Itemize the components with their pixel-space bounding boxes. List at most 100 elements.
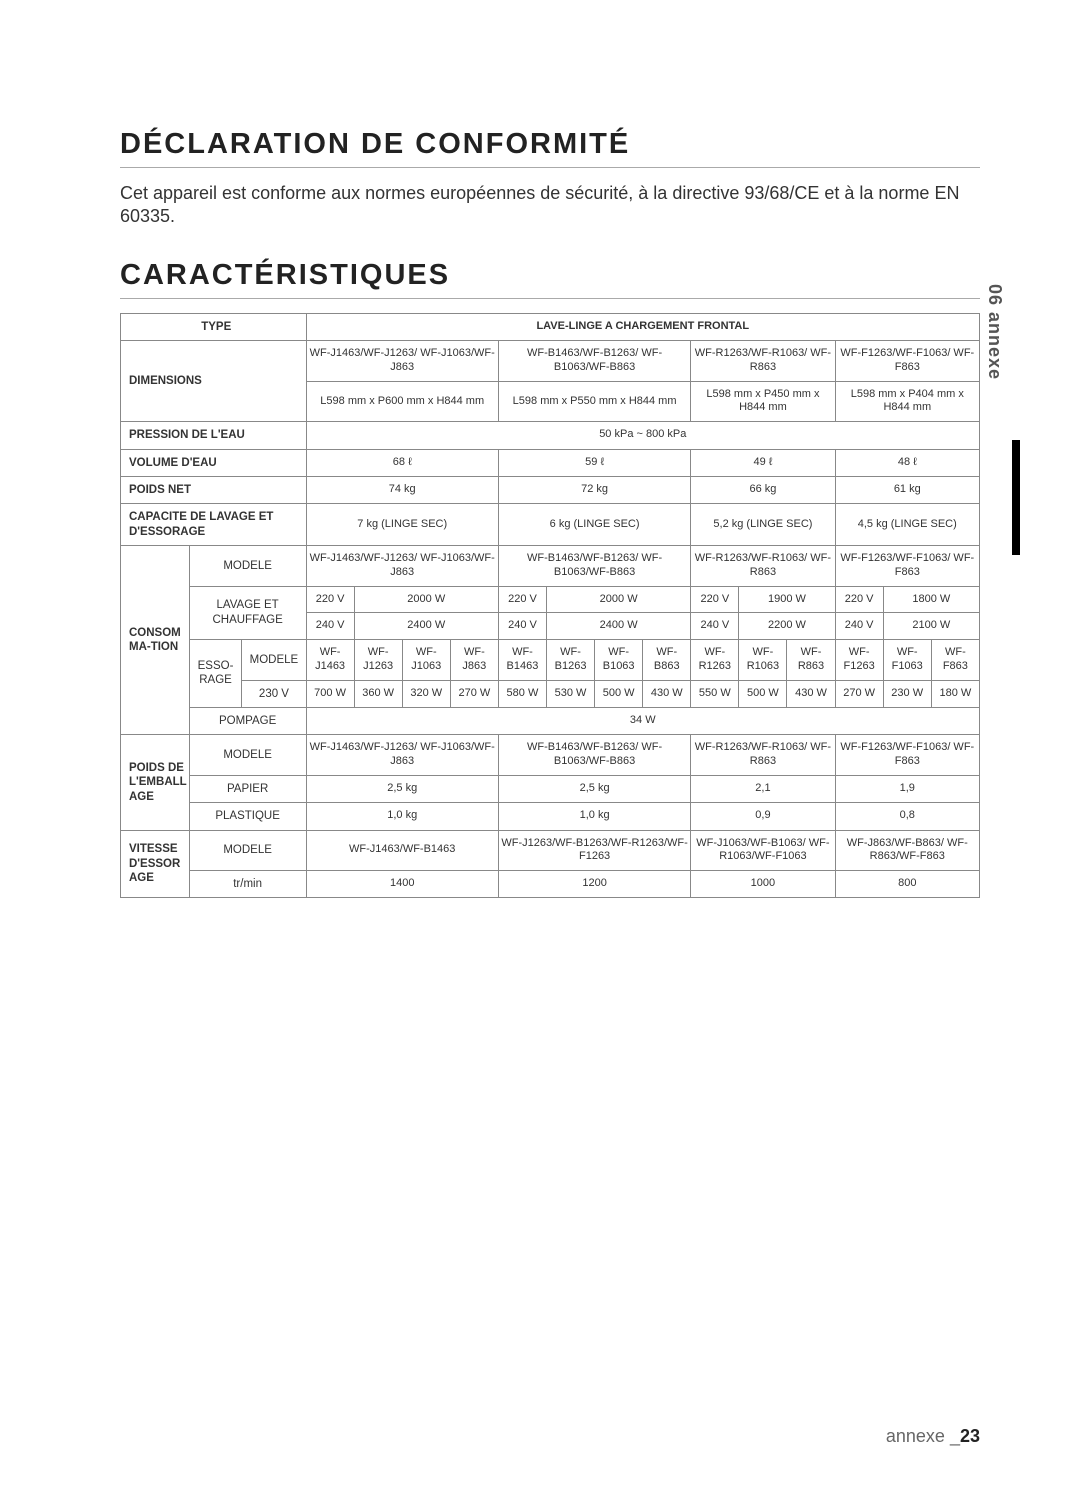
cell-consumption-label: CONSOMMA-TION [121, 546, 190, 735]
cell: WF-J1063/WF-B1063/ WF-R1063/WF-F1063 [691, 830, 835, 871]
table-row: ESSO-RAGE MODELE WF-J1463 WF-J1263 WF-J1… [121, 640, 980, 681]
cell: WF-F1263 [835, 640, 883, 681]
cell: 360 W [354, 680, 402, 707]
cell: 48 ℓ [835, 449, 979, 476]
cell: 1900 W [739, 586, 835, 613]
table-row: PAPIER 2,5 kg 2,5 kg 2,1 1,9 [121, 775, 980, 802]
cell: 580 W [498, 680, 546, 707]
cell: WF-R1263/WF-R1063/ WF-R863 [691, 735, 835, 776]
conformity-text: Cet appareil est conforme aux normes eur… [120, 182, 980, 229]
table-row: VITESSE D'ESSORAGE MODELE WF-J1463/WF-B1… [121, 830, 980, 871]
cell: 72 kg [498, 476, 690, 503]
cell: WF-J1463/WF-J1263/ WF-J1063/WF-J863 [306, 735, 498, 776]
cell: 0,9 [691, 803, 835, 830]
cell: 270 W [450, 680, 498, 707]
cell: 240 V [691, 613, 739, 640]
table-row: POIDS NET 74 kg 72 kg 66 kg 61 kg [121, 476, 980, 503]
cell-type-value: LAVE-LINGE A CHARGEMENT FRONTAL [306, 313, 979, 340]
cell: 2400 W [354, 613, 498, 640]
cell: WF-J1463 [306, 640, 354, 681]
cell: 270 W [835, 680, 883, 707]
cell: 1,0 kg [306, 803, 498, 830]
cell-packaging-label: POIDS DE L'EMBALLAGE [121, 735, 190, 830]
cell: 500 W [595, 680, 643, 707]
cell: 2,5 kg [306, 775, 498, 802]
cell-paper-label: PAPIER [189, 775, 306, 802]
cell: 220 V [306, 586, 354, 613]
heading-conformity: DÉCLARATION DE CONFORMITÉ [120, 128, 980, 161]
cell: WF-B1063 [595, 640, 643, 681]
cell: 6 kg (LINGE SEC) [498, 504, 690, 546]
cell: 1000 [691, 871, 835, 898]
cell: 1,0 kg [498, 803, 690, 830]
footer-page-number: 23 [960, 1426, 980, 1446]
cell: WF-F1063 [883, 640, 931, 681]
cell-modele-label: MODELE [189, 830, 306, 871]
cell: WF-F1263/WF-F1063/ WF-F863 [835, 341, 979, 382]
cell: 2,1 [691, 775, 835, 802]
cell: 59 ℓ [498, 449, 690, 476]
side-tab-label: 06 annexe [984, 284, 1005, 380]
cell: WF-R1263 [691, 640, 739, 681]
cell: L598 mm x P600 mm x H844 mm [306, 381, 498, 422]
cell: 68 ℓ [306, 449, 498, 476]
cell: 550 W [691, 680, 739, 707]
cell: WF-J1463/WF-J1263/ WF-J1063/WF-J863 [306, 546, 498, 587]
table-row: VOLUME D'EAU 68 ℓ 59 ℓ 49 ℓ 48 ℓ [121, 449, 980, 476]
cell: L598 mm x P450 mm x H844 mm [691, 381, 835, 422]
cell-pressure-label: PRESSION DE L'EAU [121, 422, 307, 449]
cell: 220 V [835, 586, 883, 613]
cell: 2100 W [883, 613, 979, 640]
table-row: 230 V 700 W 360 W 320 W 270 W 580 W 530 … [121, 680, 980, 707]
cell-capacity-label: CAPACITE DE LAVAGE ET D'ESSORAGE [121, 504, 307, 546]
table-row: CAPACITE DE LAVAGE ET D'ESSORAGE 7 kg (L… [121, 504, 980, 546]
cell-plastic-label: PLASTIQUE [189, 803, 306, 830]
cell: L598 mm x P550 mm x H844 mm [498, 381, 690, 422]
cell: WF-J1463/WF-B1463 [306, 830, 498, 871]
cell: WF-B1463/WF-B1263/ WF-B1063/WF-B863 [498, 341, 690, 382]
cell: 430 W [787, 680, 835, 707]
cell-trmin-label: tr/min [189, 871, 306, 898]
cell: WF-B863 [643, 640, 691, 681]
cell-spin-label: ESSO-RAGE [189, 640, 242, 708]
cell: 800 [835, 871, 979, 898]
cell: 240 V [498, 613, 546, 640]
cell: 0,8 [835, 803, 979, 830]
cell: 2,5 kg [498, 775, 690, 802]
table-row: DIMENSIONS WF-J1463/WF-J1263/ WF-J1063/W… [121, 341, 980, 382]
cell: WF-J1263 [354, 640, 402, 681]
cell: 1200 [498, 871, 690, 898]
specs-table: TYPE LAVE-LINGE A CHARGEMENT FRONTAL DIM… [120, 313, 980, 899]
table-row: POMPAGE 34 W [121, 707, 980, 734]
cell: WF-J863 [450, 640, 498, 681]
cell: 220 V [498, 586, 546, 613]
cell: WF-J1263/WF-B1263/WF-R1263/WF-F1263 [498, 830, 690, 871]
cell: 2000 W [547, 586, 691, 613]
cell: 500 W [739, 680, 787, 707]
cell: WF-J1463/WF-J1263/ WF-J1063/WF-J863 [306, 341, 498, 382]
cell: L598 mm x P404 mm x H844 mm [835, 381, 979, 422]
cell-dimensions-label: DIMENSIONS [121, 341, 307, 422]
table-row: LAVAGE ET CHAUFFAGE 220 V 2000 W 220 V 2… [121, 586, 980, 613]
cell: 530 W [547, 680, 595, 707]
cell: 2000 W [354, 586, 498, 613]
cell: 320 W [402, 680, 450, 707]
cell: 4,5 kg (LINGE SEC) [835, 504, 979, 546]
cell: 5,2 kg (LINGE SEC) [691, 504, 835, 546]
cell-modele-label: MODELE [242, 640, 306, 681]
cell: WF-B1463 [498, 640, 546, 681]
cell: 230 W [883, 680, 931, 707]
rule-under-heading-2 [120, 298, 980, 299]
page: 06 annexe DÉCLARATION DE CONFORMITÉ Cet … [0, 0, 1080, 1495]
table-row: PRESSION DE L'EAU 50 kPa ~ 800 kPa [121, 422, 980, 449]
table-row: tr/min 1400 1200 1000 800 [121, 871, 980, 898]
cell: 66 kg [691, 476, 835, 503]
cell: 34 W [306, 707, 979, 734]
cell: WF-B1463/WF-B1263/ WF-B1063/WF-B863 [498, 546, 690, 587]
cell: 1400 [306, 871, 498, 898]
cell: WF-B1463/WF-B1263/ WF-B1063/WF-B863 [498, 735, 690, 776]
cell-modele-label: MODELE [189, 735, 306, 776]
cell: WF-R1063 [739, 640, 787, 681]
cell: 49 ℓ [691, 449, 835, 476]
cell-pompage-label: POMPAGE [189, 707, 306, 734]
